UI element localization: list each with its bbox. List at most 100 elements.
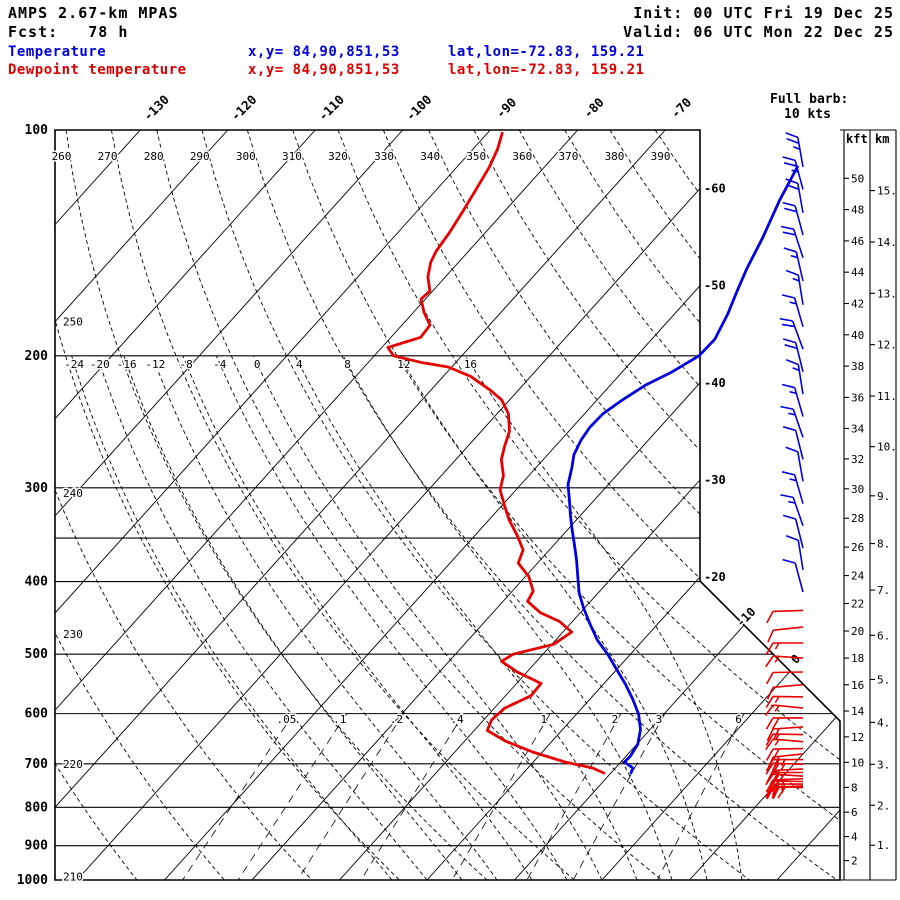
wind-barb: [780, 494, 804, 526]
km-tick-label: 1.: [877, 839, 890, 852]
valid-time: Valid: 06 UTC Mon 22 Dec 25: [623, 23, 894, 41]
dry-adiabat-line: [518, 130, 840, 880]
pressure-axis-label: 600: [25, 707, 49, 722]
mixing-ratio-label: 1: [541, 713, 548, 726]
km-tick-label: 12.: [877, 339, 897, 352]
pressure-axis-label: 900: [25, 839, 49, 854]
wind-barb: [765, 758, 803, 772]
kft-tick-label: 20: [851, 625, 864, 638]
km-tick-label: 9.: [877, 490, 890, 503]
kft-tick-label: 22: [851, 598, 864, 611]
dry-adiabat-top-label: 290: [190, 150, 210, 163]
temperature-legend-label: Temperature: [8, 44, 107, 60]
wind-barb: [765, 717, 803, 730]
temperature-legend-xy: x,y= 84,90,851,53: [248, 44, 400, 60]
mixing-ratio-label: 3: [656, 713, 663, 726]
kft-tick-label: 36: [851, 391, 864, 404]
km-tick-label: 4.: [877, 716, 890, 729]
moist-adiabat-label: 16: [464, 358, 477, 371]
wind-barb: [781, 383, 804, 417]
wind-barb: [785, 446, 804, 482]
dry-adiabat-line: [246, 130, 838, 880]
dry-adiabat-top-label: 340: [420, 150, 440, 163]
mixing-ratio-line: [297, 713, 404, 880]
kft-tick-label: 24: [851, 570, 865, 583]
isotherm-line: [55, 130, 579, 880]
wind-barb: [785, 534, 804, 571]
kft-tick-label: 44: [851, 266, 865, 279]
wind-barb: [765, 642, 803, 655]
isotherm-inline-label: -10: [733, 605, 758, 630]
moist-adiabat-label: 12: [397, 358, 410, 371]
isotherm-inline-label: 0: [788, 652, 803, 667]
kft-tick-label: 34: [851, 422, 865, 435]
height-scale: [840, 129, 897, 881]
dry-adiabat-top-label: 370: [558, 150, 578, 163]
dry-adiabat-line: [428, 130, 840, 880]
isotherm-line: [55, 130, 229, 880]
kft-tick-label: 40: [851, 329, 864, 342]
wind-barb: [785, 178, 804, 214]
moist-adiabat-line: [96, 355, 428, 880]
kft-tick-label: 14: [851, 705, 865, 718]
isotherm-right-label: -60: [704, 182, 726, 196]
wind-barb: [780, 225, 804, 258]
moist-adiabat-line: [151, 355, 498, 880]
wind-barb: [779, 317, 804, 350]
temperature-legend-latlon: lat,lon=-72.83, 159.21: [448, 44, 645, 60]
wind-barb: [785, 269, 804, 305]
pressure-axis-label: 300: [25, 481, 49, 496]
isotherm-right-label: -30: [704, 473, 726, 487]
isotherm-line: [251, 130, 840, 880]
isotherm-top-label: -130: [140, 92, 172, 124]
moist-adiabat-label: -4: [213, 358, 227, 371]
dry-adiabat-line: [564, 130, 840, 880]
wind-barb: [767, 753, 804, 770]
kft-tick-label: 32: [851, 453, 864, 466]
mixing-ratio-line: [360, 713, 465, 880]
dry-adiabat-left-label: 210: [63, 871, 83, 884]
moist-adiabat-label: -24: [64, 358, 84, 371]
grid-layer: [55, 130, 840, 880]
kft-tick-label: 6: [851, 806, 858, 819]
isotherm-line: [55, 130, 404, 880]
kft-tick-label: 38: [851, 360, 864, 373]
km-tick-label: 10.: [877, 441, 897, 454]
isotherm-line: [55, 130, 666, 880]
moist-adiabat-line: [215, 355, 568, 880]
km-tick-label: 15.: [877, 185, 897, 198]
isotherm-right-label: -40: [704, 376, 726, 390]
km-tick-label: 5.: [877, 673, 890, 686]
dry-adiabat-line: [110, 130, 575, 880]
dry-adiabat-top-label: 350: [466, 150, 486, 163]
wind-barb: [765, 762, 804, 775]
isotherm-line: [689, 130, 840, 880]
barb-legend-line2: 10 kts: [784, 107, 831, 122]
moist-adiabat-line: [398, 355, 708, 880]
dry-adiabat-left-label: 220: [63, 758, 83, 771]
dry-adiabat-left-label: 250: [63, 315, 83, 328]
dry-adiabat-top-label: 320: [328, 150, 348, 163]
kft-tick-label: 10: [851, 756, 864, 769]
moist-adiabat-line: [294, 355, 638, 880]
wind-barb: [764, 704, 804, 716]
kft-tick-label: 48: [851, 204, 864, 217]
dry-adiabat-left-label: 230: [63, 628, 83, 641]
dry-adiabat-top-label: 270: [98, 150, 118, 163]
moist-adiabat-label: -16: [117, 358, 137, 371]
km-tick-label: 7.: [877, 584, 890, 597]
isotherm-top-label: -110: [315, 92, 347, 124]
plot-border: [54, 129, 841, 881]
moist-adiabat-label: -20: [90, 358, 110, 371]
mixing-ratio-label: 6: [735, 713, 742, 726]
dry-adiabat-line: [382, 130, 840, 880]
dry-adiabat-line: [55, 130, 313, 880]
dry-adiabat-top-label: 310: [282, 150, 302, 163]
pressure-axis-label: 400: [25, 575, 49, 590]
kft-tick-label: 50: [851, 172, 864, 185]
isotherm-line: [164, 130, 840, 880]
wind-barb: [781, 294, 804, 328]
dry-adiabat-top-label: 360: [512, 150, 532, 163]
wind-barb: [766, 683, 804, 700]
